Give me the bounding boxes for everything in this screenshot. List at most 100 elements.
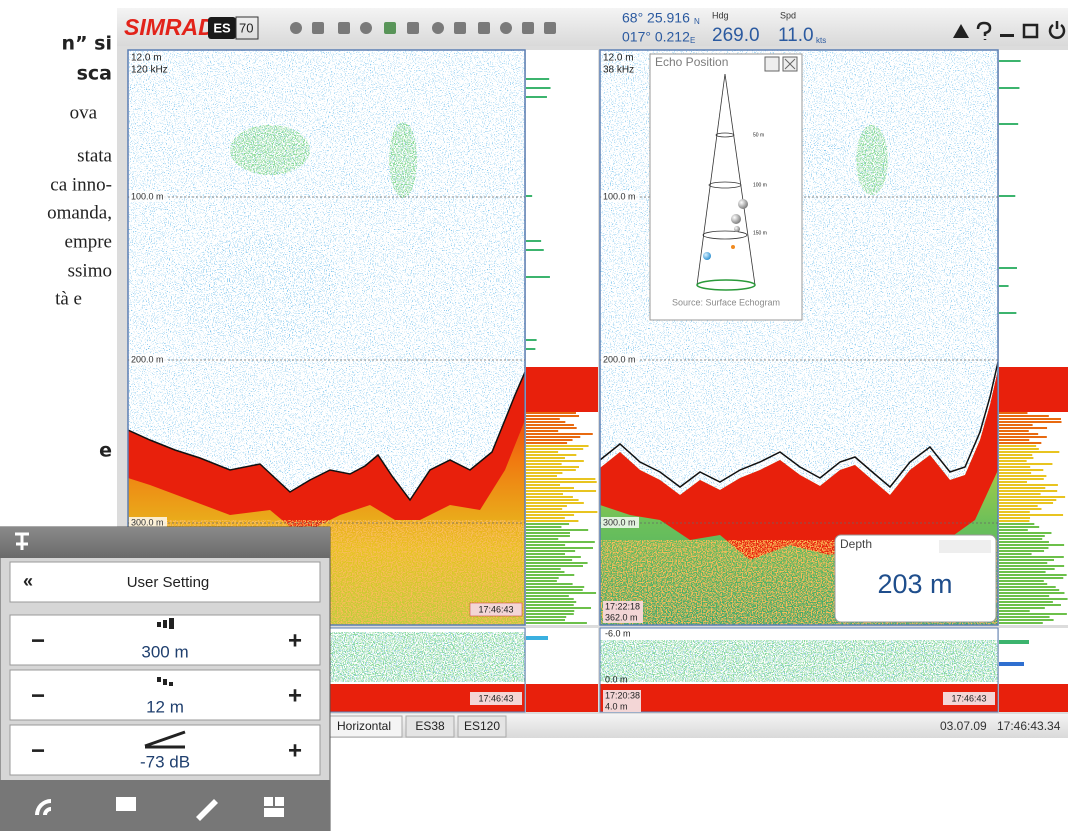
model: ES — [213, 20, 231, 35]
display-icon[interactable] — [116, 797, 136, 811]
date: 03.07.09 — [940, 719, 987, 733]
layout-icon[interactable] — [264, 808, 284, 817]
heading: 269.0 — [712, 25, 760, 46]
increase[interactable]: + — [288, 682, 302, 709]
tab[interactable] — [405, 715, 455, 738]
article-line: empre — [65, 231, 112, 252]
tab-label[interactable]: Horizontal — [337, 719, 391, 733]
side-bar — [526, 339, 537, 341]
back-button[interactable]: « — [23, 571, 33, 591]
help-icon[interactable] — [976, 21, 992, 40]
alarm-icon[interactable] — [953, 24, 969, 38]
tool-icon[interactable] — [290, 22, 302, 34]
window-buttons[interactable] — [939, 540, 991, 553]
side-bar — [999, 285, 1009, 287]
article-line: ca inno- — [50, 174, 112, 195]
window-controls — [953, 21, 1066, 40]
tab[interactable] — [457, 715, 507, 738]
side-bar — [999, 87, 1020, 89]
side-bar — [999, 547, 1049, 549]
frequency: 120 kHz — [131, 65, 168, 76]
layout-icon[interactable] — [275, 797, 284, 806]
depth-label-bg — [129, 517, 167, 528]
side-bar — [526, 532, 570, 534]
side-bar — [999, 613, 1067, 615]
layout-icon[interactable] — [264, 797, 273, 806]
echo-target — [738, 199, 748, 209]
tool-icon[interactable] — [478, 22, 490, 34]
restore-icon[interactable] — [1022, 23, 1039, 39]
side-bar — [526, 586, 585, 588]
side-band — [999, 367, 1068, 412]
side-bar — [999, 598, 1068, 600]
pin-icon[interactable] — [15, 532, 29, 550]
side-bar — [526, 412, 576, 414]
side-bar — [526, 276, 550, 278]
control-row — [9, 724, 321, 776]
side-bar — [526, 448, 584, 450]
side-bar — [999, 589, 1060, 591]
side-bar — [999, 445, 1037, 447]
decrease[interactable]: − — [31, 682, 45, 709]
increase[interactable]: + — [288, 627, 302, 654]
bottom-line — [600, 361, 998, 489]
tool-icon[interactable] — [522, 22, 534, 34]
tool-icon[interactable] — [312, 22, 324, 34]
side-bar — [999, 556, 1064, 558]
side-bar — [999, 595, 1050, 597]
tool-icon[interactable] — [544, 22, 556, 34]
stamp-box — [603, 601, 643, 623]
tools-icon[interactable] — [196, 799, 218, 821]
depth-label-bg — [601, 191, 639, 202]
tool-icon[interactable] — [500, 22, 512, 34]
depth-label-bg — [129, 191, 167, 202]
top-depth: 12.0 m — [131, 53, 162, 64]
window-frame — [649, 53, 803, 321]
back-row[interactable] — [9, 561, 321, 603]
strip-start-time: 17:20:38 — [605, 690, 640, 700]
tabs: Horizontal ES38 ES120 — [325, 715, 507, 738]
side-band — [999, 684, 1068, 712]
tool-icon[interactable] — [432, 22, 444, 34]
close-button[interactable] — [782, 56, 798, 72]
pin-button[interactable] — [764, 56, 780, 72]
side-bar — [526, 577, 559, 579]
side-bar — [999, 526, 1040, 528]
decrease[interactable]: − — [31, 737, 45, 764]
tool-icon[interactable] — [454, 22, 466, 34]
tab-label[interactable]: ES38 — [415, 719, 445, 733]
minimize-icon[interactable] — [1000, 34, 1014, 37]
increase[interactable]: + — [288, 737, 302, 764]
article-fragment: n” si sca ova stata ca inno- omanda, emp… — [47, 33, 112, 462]
side-bar — [526, 517, 565, 519]
school — [856, 125, 888, 195]
range-label: 50 m — [753, 132, 764, 138]
decrease[interactable]: − — [31, 627, 45, 654]
side-bar — [999, 610, 1030, 612]
model-badge-frame — [235, 16, 259, 40]
tab-label[interactable]: ES120 — [464, 719, 500, 733]
side-bar — [526, 427, 577, 429]
side-bar — [999, 412, 1028, 414]
side-echo — [999, 662, 1024, 666]
side-bar — [526, 457, 565, 459]
side-bar — [526, 547, 593, 549]
depth-value: 203 m — [877, 569, 952, 599]
side-bar — [999, 478, 1044, 480]
side-bar — [526, 499, 579, 501]
side-bar — [526, 466, 580, 468]
tool-icon[interactable] — [407, 22, 419, 34]
side-bar — [999, 544, 1065, 546]
side-bar — [526, 607, 592, 609]
side-bar — [526, 622, 587, 624]
tool-icon[interactable] — [338, 22, 350, 34]
power-icon[interactable] — [1048, 21, 1066, 39]
side-bar — [526, 415, 580, 417]
sonar-icon[interactable] — [35, 799, 51, 815]
tool-icon[interactable] — [384, 22, 396, 34]
control-row — [9, 669, 321, 721]
side-bar — [526, 568, 561, 570]
tool-icon[interactable] — [360, 22, 372, 34]
side-bar — [526, 538, 559, 540]
